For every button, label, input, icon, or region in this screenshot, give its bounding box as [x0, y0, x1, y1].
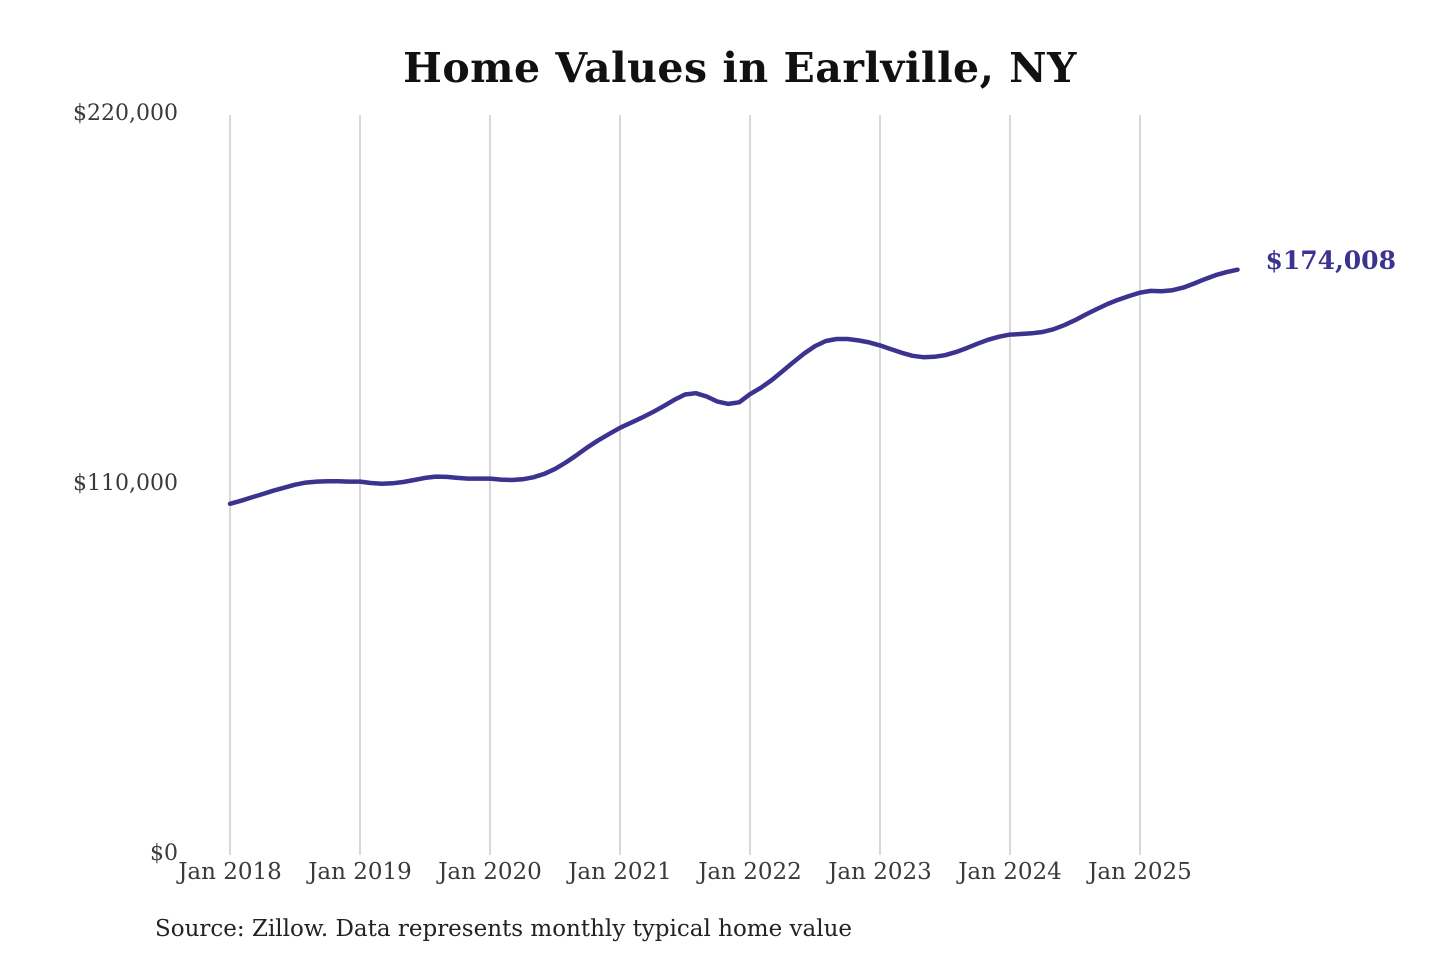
x-tick-label: Jan 2021 [568, 859, 672, 885]
latest-value-annotation: $174,008 [1265, 245, 1396, 275]
y-tick-label: $220,000 [73, 101, 178, 126]
chart-title: Home Values in Earlville, NY [403, 44, 1077, 92]
home-value-line-series [227, 267, 1240, 507]
y-tick-label: $110,000 [73, 471, 178, 496]
x-tick-label: Jan 2018 [178, 859, 282, 885]
x-tick-label: Jan 2023 [828, 859, 932, 885]
gridlines [229, 115, 1141, 855]
x-tick-label: Jan 2020 [438, 859, 542, 885]
x-tick-label: Jan 2022 [698, 859, 802, 885]
x-tick-label: Jan 2025 [1088, 859, 1192, 885]
y-tick-label: $0 [150, 841, 178, 866]
x-tick-label: Jan 2024 [958, 859, 1062, 885]
source-note: Source: Zillow. Data represents monthly … [155, 916, 853, 942]
x-tick-label: Jan 2019 [308, 859, 412, 885]
